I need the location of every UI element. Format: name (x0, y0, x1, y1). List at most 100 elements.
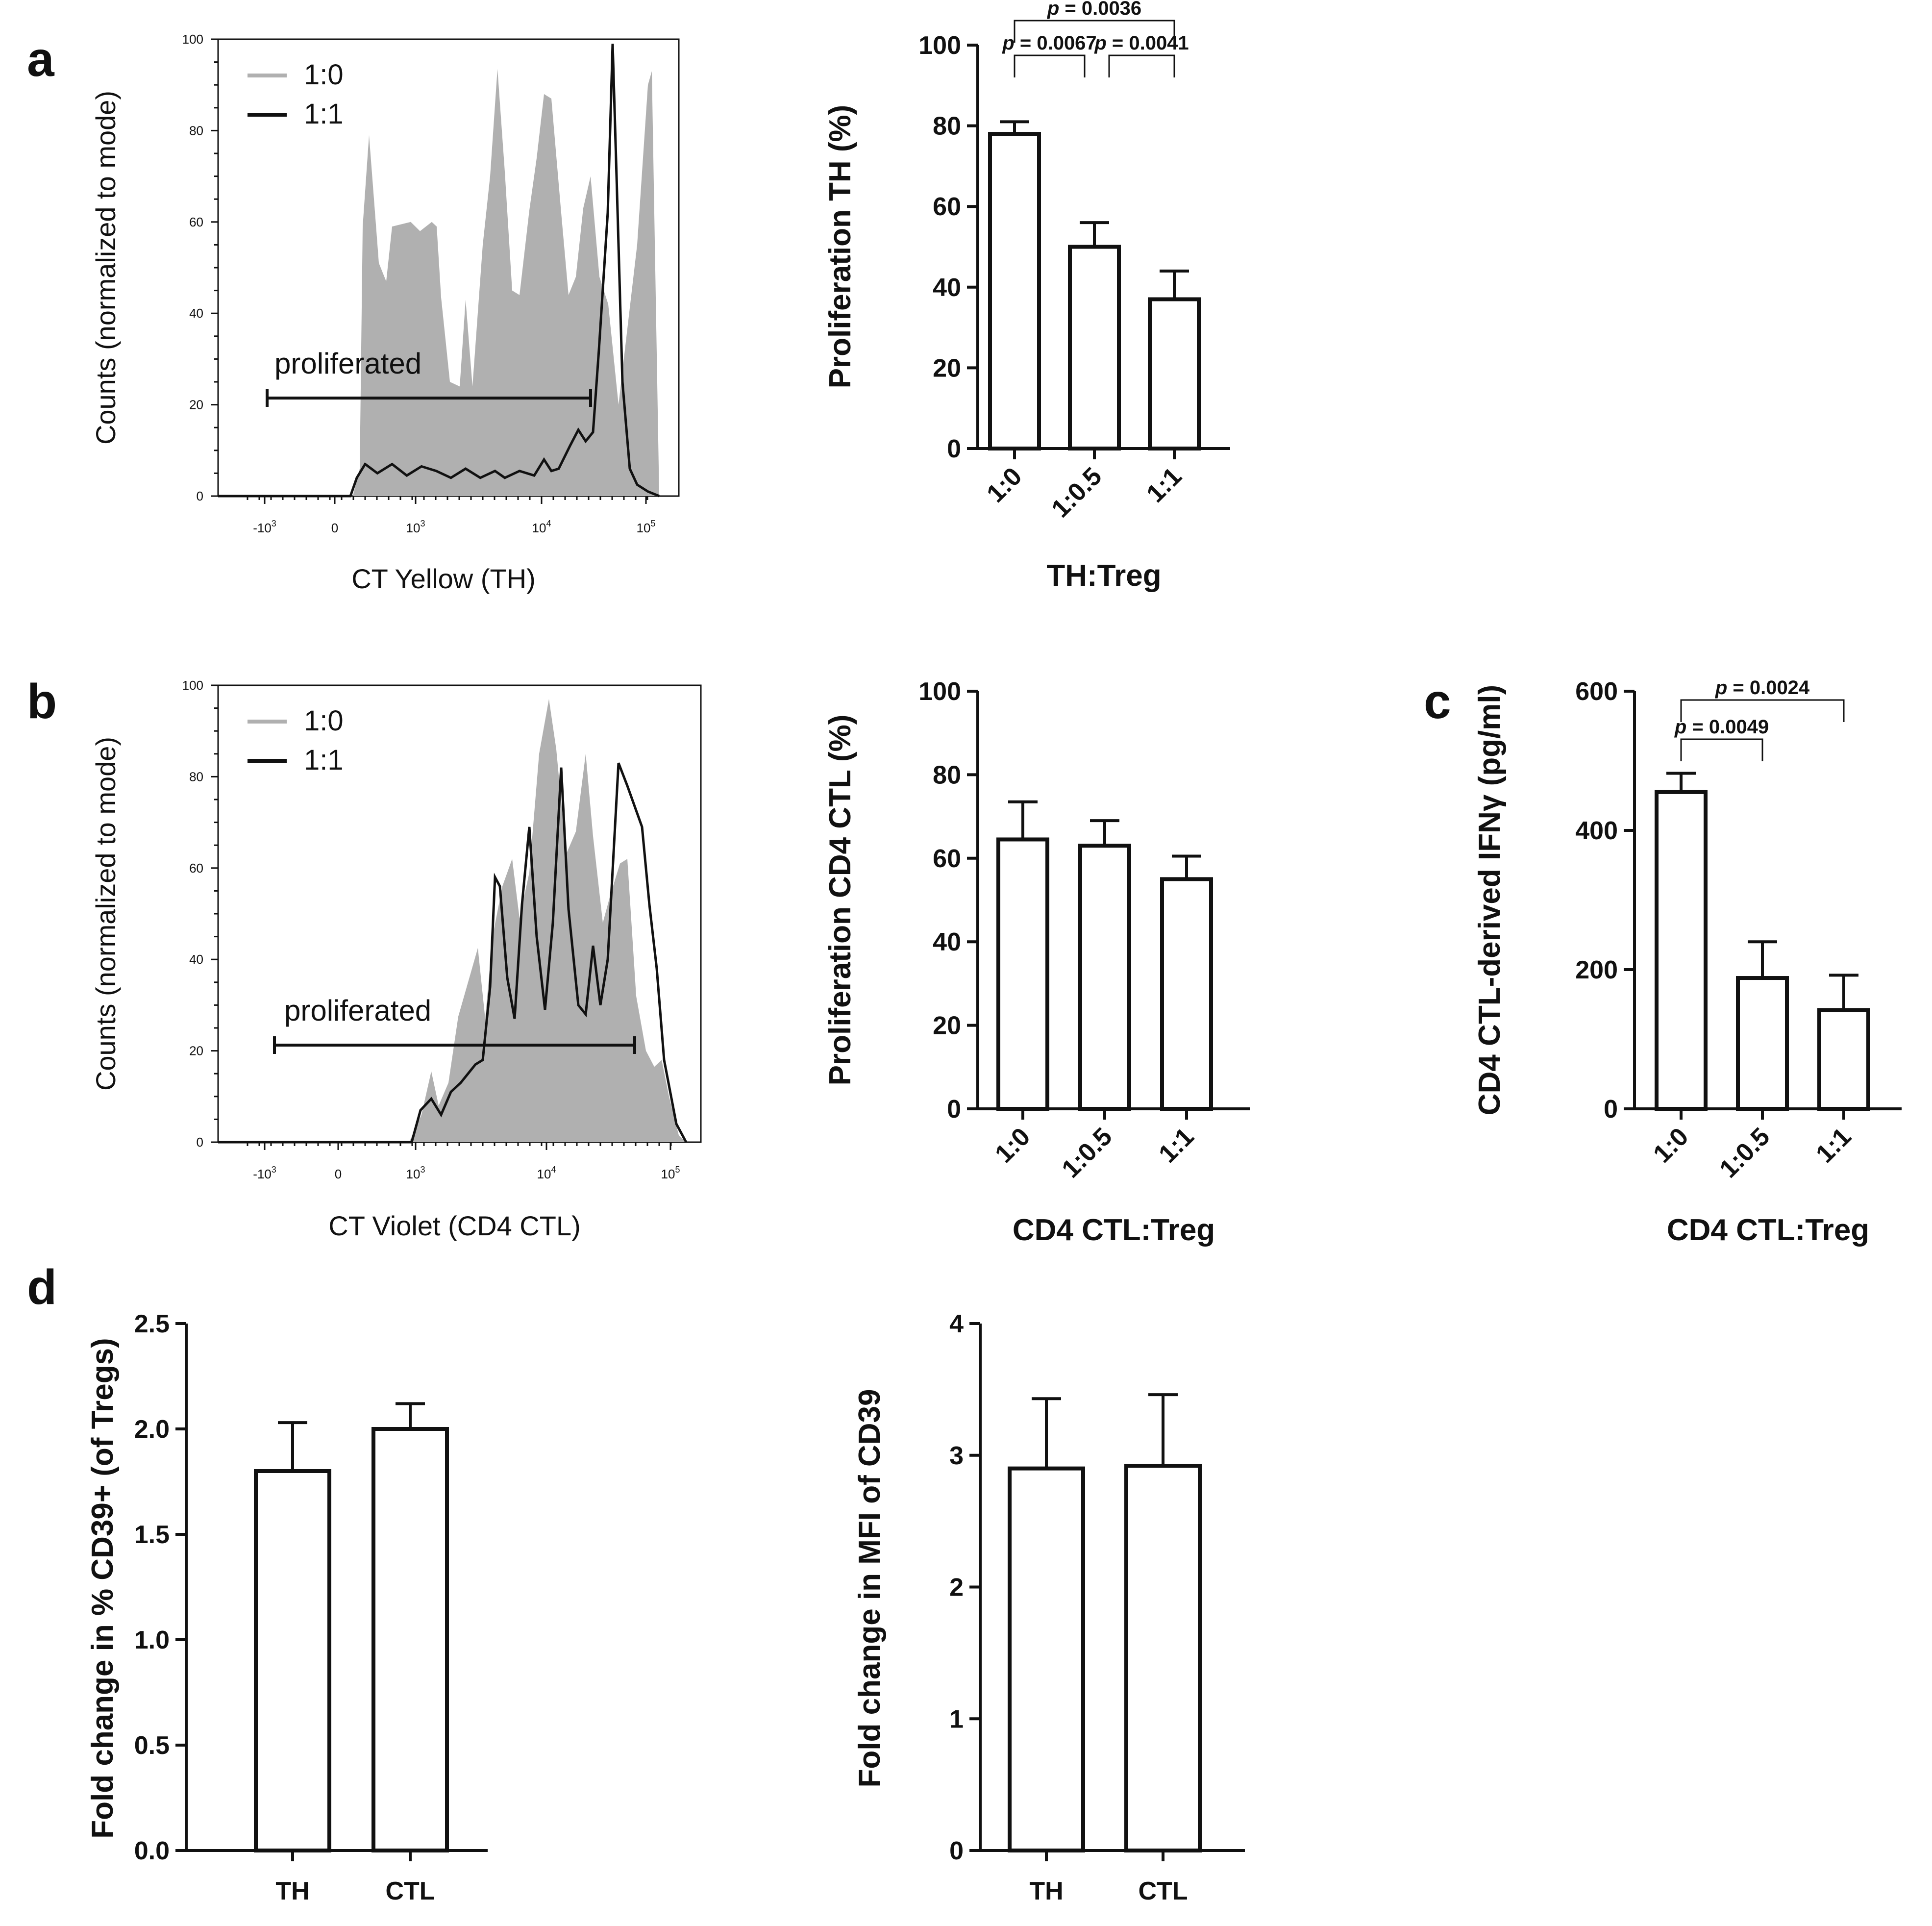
x-axis-title: CT Yellow (TH) (351, 563, 536, 594)
y-tick-label: 0.5 (134, 1731, 170, 1760)
chart-b-bar: 0 20 40 60 80 100 1:0 1:0.5 1:1 Proliferation CD4… (823, 677, 1250, 1247)
p-value: = 0.0049 (1692, 716, 1769, 738)
x-tick-label: 105 (661, 1165, 680, 1181)
y-tick-label: 2 (949, 1574, 964, 1602)
bar (372, 1427, 449, 1852)
y-tick-label: 1.0 (134, 1626, 170, 1654)
y-tick-label: 200 (1575, 956, 1618, 984)
y-tick-label: 2.5 (134, 1310, 170, 1338)
x-tick-exp: 4 (546, 519, 551, 528)
x-tick-base: 10 (406, 521, 421, 535)
y-tick-label: 0 (1604, 1095, 1618, 1124)
x-tick-exp: 5 (650, 519, 655, 528)
y-tick-label: 20 (189, 398, 203, 412)
p-value: = 0.0067 (1020, 32, 1097, 54)
significance-bracket (1680, 699, 1845, 722)
significance-bracket (1014, 54, 1086, 77)
y-tick-label: 600 (1575, 677, 1618, 706)
bar (1078, 844, 1131, 1111)
y-tick-label: 20 (933, 1012, 961, 1040)
bar (1817, 1008, 1870, 1111)
legend-label-1to0: 1:0 (304, 59, 344, 91)
y-tick-label: 0 (197, 489, 203, 503)
significance-label: p = 0.0041 (1094, 32, 1189, 54)
significance-label: p = 0.0067 (1002, 32, 1096, 54)
y-axis-title: Proliferation TH (%) (823, 105, 857, 389)
y-axis-title: CD4 CTL-derived IFNγ (pg/ml) (1473, 685, 1507, 1115)
bar (1736, 976, 1789, 1111)
panel-label-a: a (27, 32, 55, 87)
histogram-line-1to1 (218, 44, 660, 498)
y-tick-label: 80 (933, 112, 961, 141)
chart-c-bar: 0 200 400 600 1:0 1:0.5 1:1 CD4 CTL-derived IFN… (1473, 677, 1902, 1247)
y-tick-label: 4 (949, 1310, 964, 1338)
y-tick-label: 60 (189, 861, 203, 875)
x-tick-exp: 3 (272, 1165, 276, 1175)
y-tick-label: 3 (949, 1442, 964, 1470)
y-tick-label: 0 (947, 1095, 961, 1124)
y-tick-label: 60 (189, 215, 203, 229)
y-tick-label: 100 (918, 677, 961, 706)
chart-a-bar: 0 20 40 60 80 100 1:0 1:0.5 1:1 Proliferation TH … (823, 0, 1230, 593)
y-tick-label: 80 (189, 123, 203, 138)
x-tick-label: 1:1 (1153, 1122, 1199, 1168)
y-tick-label: 400 (1575, 817, 1618, 845)
y-tick-label: 60 (933, 845, 961, 873)
significance-bracket (1108, 54, 1175, 77)
y-tick-label: 60 (933, 193, 961, 221)
x-tick-label: 103 (406, 519, 425, 535)
p-value: = 0.0041 (1112, 32, 1189, 54)
bar (1068, 245, 1121, 450)
x-tick-exp: 5 (675, 1165, 680, 1175)
y-tick-label: 40 (189, 952, 203, 967)
gate-label: proliferated (284, 994, 431, 1027)
histogram-line-1to1 (218, 762, 688, 1144)
significance-label: p = 0.0036 (1047, 0, 1141, 19)
y-tick-label: 80 (189, 769, 203, 784)
x-tick-label: -103 (253, 519, 276, 535)
y-axis-title: Counts (normalized to mode) (90, 737, 121, 1091)
histogram-area-1to0 (218, 69, 679, 496)
y-axis-title: Counts (normalized to mode) (90, 91, 121, 445)
x-tick-base: -10 (253, 1167, 272, 1181)
x-tick-base: 0 (331, 521, 338, 535)
panel-label-b: b (27, 674, 57, 729)
p-symbol: p (1094, 32, 1112, 54)
x-tick-label: 1:1 (1810, 1122, 1857, 1168)
x-tick-exp: 3 (272, 519, 276, 528)
x-tick-base: 10 (532, 521, 546, 535)
x-tick-base: 10 (661, 1167, 675, 1181)
chart-d-bar-mfi: 0 1 2 3 4 TH CTL Fold change in MFI of CD39 (853, 1310, 1245, 1905)
bar (1655, 790, 1708, 1111)
y-tick-label: 40 (933, 274, 961, 302)
x-tick-label: TH (275, 1877, 309, 1905)
panel-label-d: d (27, 1260, 57, 1315)
y-axis-title: Fold change in MFI of CD39 (853, 1389, 887, 1788)
bar (254, 1469, 331, 1852)
x-tick-label: 1:0 (981, 462, 1027, 508)
p-symbol: p (1674, 716, 1692, 738)
bar (1008, 1466, 1085, 1852)
y-tick-label: 80 (933, 761, 961, 789)
y-tick-label: 0 (949, 1837, 964, 1865)
p-value: = 0.0036 (1065, 0, 1141, 19)
x-tick-label: 1:0 (990, 1122, 1036, 1168)
x-tick-label: 0 (335, 1167, 342, 1181)
x-tick-exp: 3 (420, 1165, 425, 1175)
x-tick-label: CTL (1138, 1877, 1188, 1905)
x-axis-title: CD4 CTL:Treg (1013, 1213, 1215, 1247)
x-axis-title: CD4 CTL:Treg (1667, 1213, 1869, 1247)
gate-label: proliferated (274, 347, 421, 380)
x-axis-title: TH:Treg (1046, 559, 1161, 593)
y-tick-label: 100 (918, 31, 961, 60)
legend-label-1to0: 1:0 (304, 705, 344, 737)
x-tick-base: 0 (335, 1167, 342, 1181)
x-tick-base: -10 (253, 521, 272, 535)
x-tick-label: -103 (253, 1165, 276, 1181)
x-tick-label: 104 (532, 519, 551, 535)
y-tick-label: 40 (189, 306, 203, 321)
x-tick-label: 0 (331, 521, 338, 535)
significance-bracket (1014, 20, 1175, 43)
